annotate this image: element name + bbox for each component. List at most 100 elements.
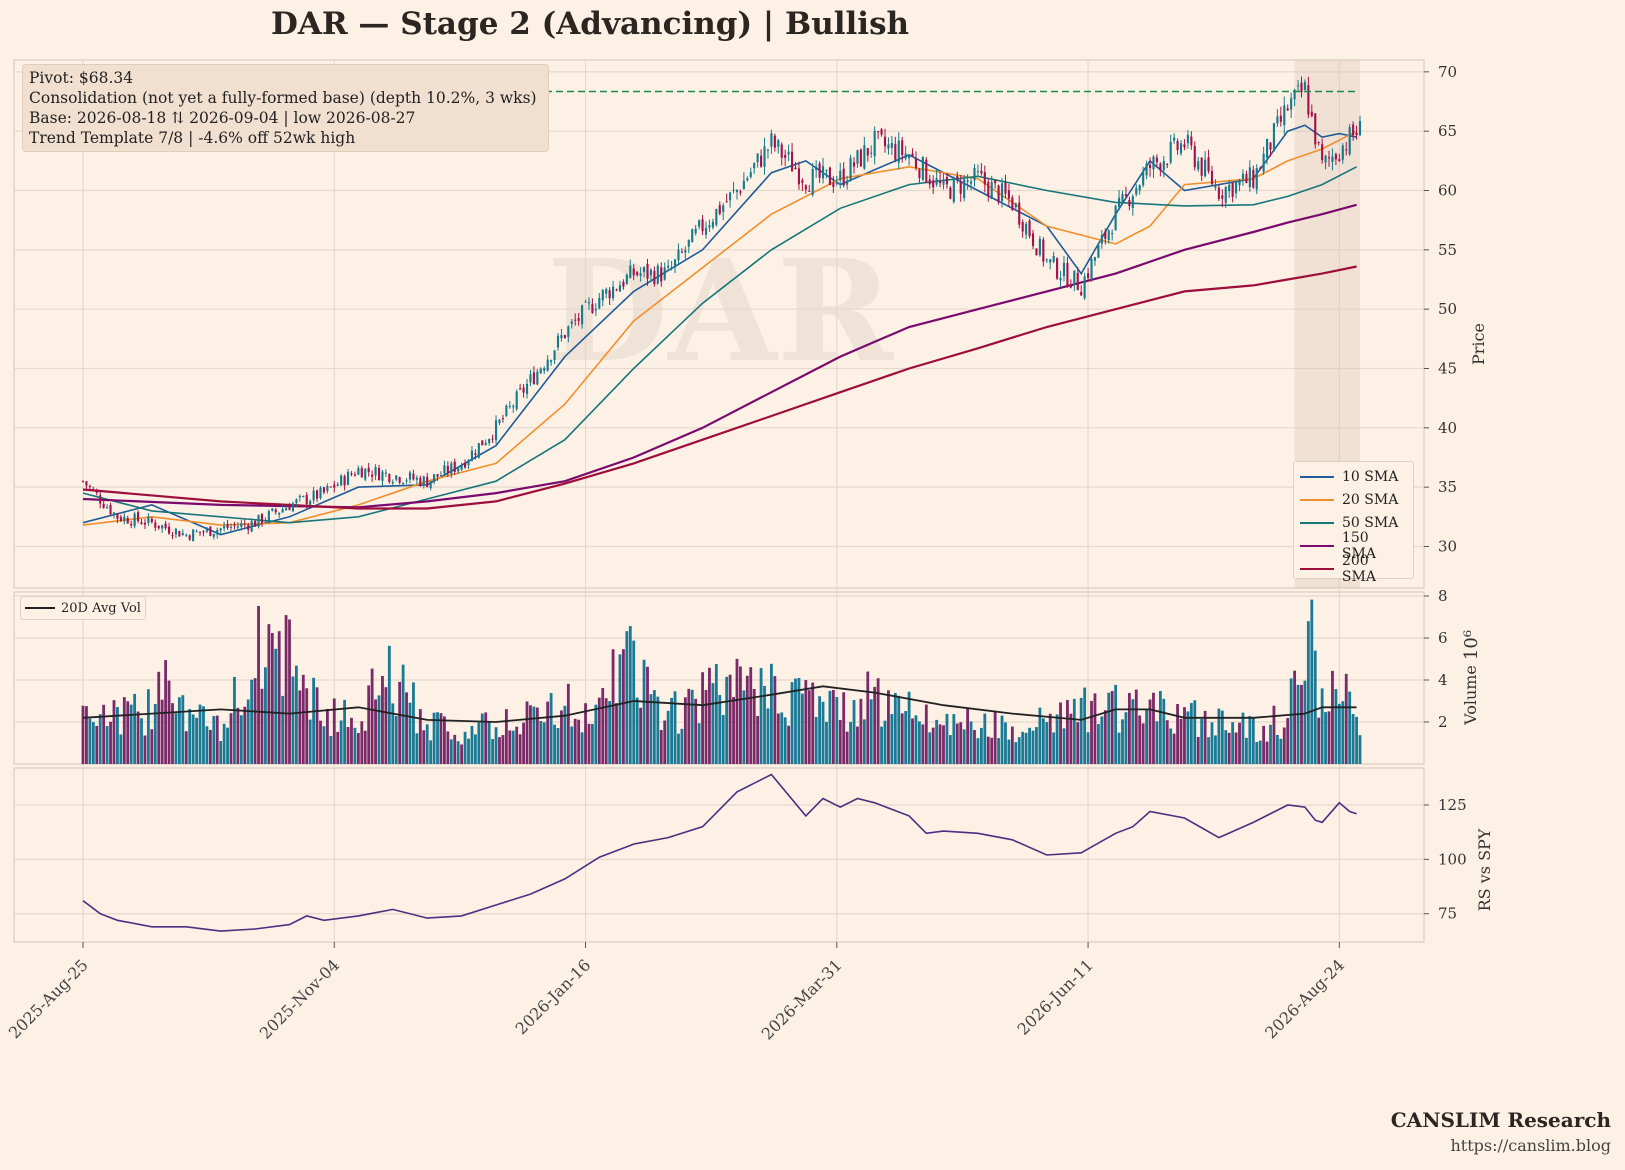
candle-body <box>742 180 745 190</box>
candle-body <box>928 179 931 185</box>
candle-body <box>598 297 601 309</box>
candle-body <box>178 531 181 537</box>
candle-body <box>415 477 418 480</box>
volume-bar <box>814 717 818 764</box>
candle-body <box>1259 168 1262 170</box>
candle-body <box>1069 284 1072 288</box>
volume-bar <box>752 688 756 764</box>
candle-body <box>312 490 315 501</box>
candle-body <box>315 490 319 499</box>
volume-bar <box>394 716 398 764</box>
candle-body <box>1097 244 1100 258</box>
volume-bar <box>1096 724 1100 764</box>
volume-bar <box>728 674 732 764</box>
legend-swatch <box>1300 498 1334 501</box>
volume-bar <box>425 724 429 764</box>
volume-bar <box>993 711 997 764</box>
volume-bar <box>346 726 350 764</box>
candle-body <box>1245 174 1248 184</box>
candle-body <box>123 516 126 522</box>
volume-bar <box>312 677 316 764</box>
candle-body <box>653 270 656 285</box>
volume-bar <box>742 690 746 764</box>
volume-bar <box>95 725 99 764</box>
volume-bar <box>281 695 285 764</box>
volume-bar <box>422 730 426 764</box>
volume-bar <box>962 729 966 764</box>
candle-body <box>188 535 191 540</box>
volume-bar <box>1066 700 1069 764</box>
volume-bar <box>363 730 367 764</box>
volume-bar <box>1004 722 1007 764</box>
y-tick-label: 70 <box>1438 63 1457 81</box>
volume-bar <box>928 732 932 764</box>
volume-bar <box>494 727 498 764</box>
candle-body <box>570 321 573 325</box>
volume-bar <box>687 688 691 764</box>
candle-body <box>88 486 91 488</box>
candle-body <box>639 273 642 276</box>
candle-body <box>333 484 336 488</box>
candle-body <box>216 530 219 535</box>
candle-body <box>1228 184 1231 192</box>
volume-bar <box>284 615 288 764</box>
candle-body <box>567 326 570 337</box>
y-tick-label: 8 <box>1438 587 1448 605</box>
volume-bar <box>191 714 195 764</box>
candle-body <box>691 229 694 243</box>
volume-bar <box>1334 689 1338 764</box>
volume-bar <box>246 699 250 764</box>
volume-bar <box>322 726 326 764</box>
candle-body <box>515 391 518 410</box>
candle-body <box>464 462 467 468</box>
volume-bar <box>739 666 742 764</box>
candle-body <box>553 350 556 361</box>
candle-body <box>708 225 711 228</box>
candle-body <box>1159 163 1162 171</box>
volume-bar <box>157 671 161 764</box>
volume-bar <box>1207 737 1210 764</box>
volume-bar <box>1189 703 1193 764</box>
candle-body <box>467 460 470 466</box>
volume-bar <box>1131 699 1135 764</box>
volume-bar <box>243 706 247 764</box>
candle-body <box>808 190 811 192</box>
candle-body <box>821 166 825 179</box>
brand-name: CANSLIM Research <box>1390 1108 1611 1132</box>
volume-bar <box>446 731 450 764</box>
candle-body <box>901 140 904 156</box>
volume-bar <box>511 730 515 764</box>
volume-bar <box>308 719 312 764</box>
candle-body <box>873 130 876 157</box>
volume-bar <box>215 715 219 764</box>
candle-body <box>474 453 477 455</box>
candle-body <box>329 486 332 488</box>
candle-body <box>236 526 239 528</box>
candle-body <box>450 463 453 474</box>
price-axis-label: Price <box>1469 323 1488 365</box>
candle-body <box>897 140 900 163</box>
candle-body <box>371 474 374 477</box>
candle-body <box>429 480 432 489</box>
x-tick-label: 2026-Aug-24 <box>1261 955 1348 1042</box>
axes: 30 35 40 45 50 55 60 65 70 2 4 6 8 75 100 125 Price Volum… <box>5 63 1494 1044</box>
info-box: Pivot: $68.34 Consolidation (not yet a f… <box>22 64 549 152</box>
volume-bar <box>866 671 870 764</box>
legend-item-sma10: 10 SMA <box>1300 465 1407 488</box>
candle-body <box>212 533 215 537</box>
candle-body <box>1186 134 1189 144</box>
candle-body <box>660 267 663 282</box>
volume-bar <box>1093 693 1097 764</box>
candle-body <box>770 133 773 147</box>
volume-bar <box>1169 728 1173 764</box>
volume-bar <box>1165 720 1169 764</box>
volume-bar <box>150 729 154 764</box>
volume-bar <box>876 678 880 764</box>
volume-bar <box>608 701 612 764</box>
volume-bar <box>570 726 574 764</box>
volume-bar <box>319 720 322 764</box>
volume-bar <box>893 692 897 764</box>
x-tick-label: 2026-Jun-11 <box>1014 955 1097 1038</box>
volume-bar <box>883 720 887 764</box>
